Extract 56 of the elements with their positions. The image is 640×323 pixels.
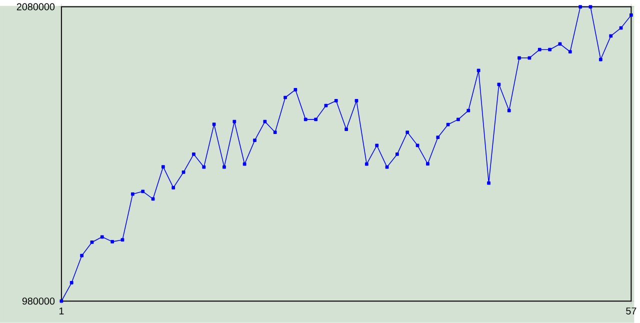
point bbox=[141, 190, 145, 194]
point bbox=[548, 48, 552, 52]
point bbox=[253, 138, 256, 142]
point bbox=[630, 13, 633, 17]
point bbox=[476, 68, 480, 72]
point bbox=[232, 120, 236, 124]
point bbox=[426, 162, 430, 166]
point bbox=[90, 240, 94, 244]
point bbox=[588, 5, 592, 9]
point bbox=[487, 181, 490, 185]
point bbox=[354, 99, 358, 102]
point bbox=[375, 144, 379, 148]
point bbox=[294, 88, 298, 92]
point bbox=[120, 238, 124, 242]
point bbox=[304, 118, 308, 122]
point bbox=[60, 299, 64, 303]
point bbox=[497, 82, 501, 86]
point bbox=[263, 120, 267, 124]
point bbox=[110, 240, 114, 244]
point bbox=[456, 118, 460, 122]
y-tick-label: 980000 bbox=[22, 298, 55, 305]
point bbox=[222, 165, 226, 169]
point bbox=[466, 108, 470, 112]
x-tick-label: 57 bbox=[626, 308, 636, 315]
point bbox=[172, 186, 176, 190]
point bbox=[598, 58, 602, 62]
point bbox=[406, 130, 410, 134]
point bbox=[416, 144, 420, 148]
point bbox=[364, 162, 368, 166]
point bbox=[162, 165, 165, 169]
point bbox=[538, 48, 542, 52]
point bbox=[80, 254, 84, 258]
point bbox=[202, 165, 206, 169]
point bbox=[528, 56, 532, 60]
point bbox=[273, 130, 277, 134]
point bbox=[242, 162, 246, 166]
point bbox=[507, 108, 511, 112]
y-tick-label: 2080000 bbox=[16, 3, 55, 10]
point bbox=[100, 235, 104, 239]
point bbox=[609, 34, 613, 38]
point bbox=[284, 96, 287, 100]
point bbox=[436, 136, 440, 140]
point bbox=[212, 122, 216, 126]
point bbox=[70, 280, 74, 284]
point bbox=[568, 50, 572, 54]
point bbox=[151, 197, 155, 201]
point bbox=[192, 152, 196, 156]
point bbox=[314, 118, 318, 122]
point bbox=[518, 56, 521, 60]
point bbox=[344, 128, 348, 132]
point bbox=[578, 5, 582, 9]
point bbox=[396, 152, 399, 156]
x-tick-label: 1 bbox=[59, 308, 64, 314]
point bbox=[182, 170, 186, 174]
point bbox=[130, 192, 134, 196]
point bbox=[334, 99, 338, 102]
